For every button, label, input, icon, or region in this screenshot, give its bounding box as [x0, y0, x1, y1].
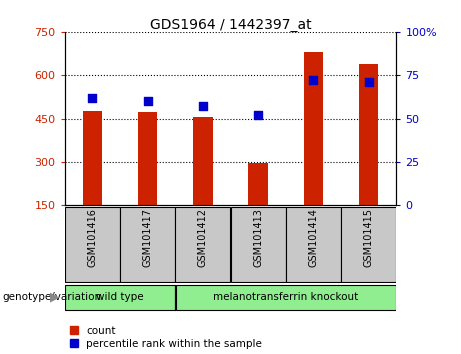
Bar: [359, 64, 378, 205]
Text: wild type: wild type: [96, 292, 144, 302]
Bar: [176, 207, 230, 282]
Text: GSM101417: GSM101417: [142, 208, 153, 267]
Bar: [138, 112, 157, 205]
Bar: [231, 207, 285, 282]
Bar: [286, 207, 341, 282]
Text: GSM101416: GSM101416: [87, 208, 97, 267]
Bar: [248, 164, 268, 205]
Text: GSM101412: GSM101412: [198, 208, 208, 267]
Point: [310, 78, 317, 83]
Bar: [342, 207, 396, 282]
Point: [365, 79, 372, 85]
Point: [89, 95, 96, 101]
Text: melanotransferrin knockout: melanotransferrin knockout: [213, 292, 359, 302]
Bar: [176, 285, 396, 310]
Point: [199, 104, 207, 109]
Bar: [83, 112, 102, 205]
Bar: [304, 52, 323, 205]
Text: GSM101413: GSM101413: [253, 208, 263, 267]
Point: [254, 112, 262, 118]
Legend: count, percentile rank within the sample: count, percentile rank within the sample: [70, 326, 262, 349]
Text: GDS1964 / 1442397_at: GDS1964 / 1442397_at: [150, 18, 311, 32]
Text: genotype/variation: genotype/variation: [2, 292, 101, 302]
Text: GSM101415: GSM101415: [364, 208, 374, 267]
Text: ▶: ▶: [50, 291, 60, 304]
Bar: [65, 285, 175, 310]
Point: [144, 98, 151, 104]
Text: GSM101414: GSM101414: [308, 208, 319, 267]
Bar: [120, 207, 175, 282]
Bar: [193, 117, 213, 205]
Bar: [65, 207, 119, 282]
